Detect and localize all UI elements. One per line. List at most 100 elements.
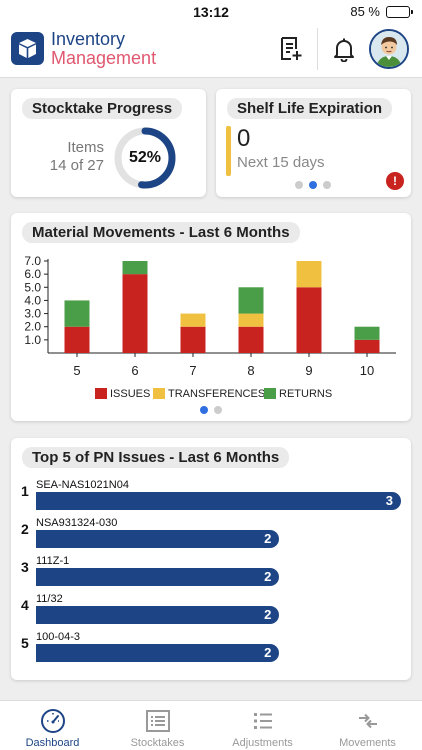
pn-issue-bar[interactable]: 2 — [36, 606, 280, 624]
bar-issues — [296, 287, 322, 353]
page-dot[interactable] — [295, 181, 303, 189]
bar-issues — [354, 339, 380, 353]
tab-movements[interactable]: Movements — [315, 701, 420, 750]
card-title: Stocktake Progress — [22, 98, 183, 119]
status-bar: 13:12 85 % — [0, 0, 422, 24]
pn-issue-bar[interactable]: 3 — [36, 492, 401, 510]
pn-rank: 1 — [21, 483, 29, 499]
pn-name: 111Z-1 — [36, 555, 70, 567]
bar-returns — [122, 261, 148, 275]
x-tick-label: 9 — [305, 363, 312, 378]
y-tick-label: 2.0 — [24, 320, 41, 334]
bar-transferences — [296, 261, 322, 288]
app-title-line1: Inventory — [51, 29, 126, 49]
app-logo — [11, 32, 44, 65]
page-indicator[interactable] — [295, 181, 331, 189]
expiring-period: Next 15 days — [237, 154, 325, 171]
tab-label: Dashboard — [25, 737, 80, 749]
movements-chart: 1.02.03.04.05.06.07.0 5 6 7 8 9 10 ISSUES TRANSF… — [24, 254, 396, 400]
alert-icon[interactable]: ! — [386, 172, 404, 190]
x-tick-label: 7 — [189, 363, 196, 378]
card-title: Shelf Life Expiration — [227, 98, 393, 119]
bar-transferences — [238, 313, 264, 327]
pn-issue-bar[interactable]: 2 — [36, 530, 280, 548]
page-indicator[interactable] — [200, 406, 222, 414]
bar-issues — [122, 274, 148, 353]
card-title: Material Movements - Last 6 Months — [22, 222, 300, 243]
page-dot[interactable] — [214, 406, 222, 414]
bar-returns — [238, 287, 264, 314]
battery-icon — [386, 5, 413, 18]
y-tick-label: 4.0 — [24, 293, 41, 307]
pn-rank: 2 — [21, 521, 29, 537]
document-add-icon — [281, 37, 302, 60]
pn-name: NSA931324-030 — [36, 517, 118, 529]
pn-issue-count: 2 — [264, 607, 272, 622]
legend-swatch — [153, 388, 165, 399]
gauge-icon — [40, 709, 65, 733]
user-avatar[interactable] — [369, 29, 409, 69]
pn-issue-bar[interactable]: 2 — [36, 644, 280, 662]
list-box-icon — [145, 710, 170, 732]
pn-issue-count: 2 — [264, 569, 272, 584]
shelf-life-card[interactable]: Shelf Life Expiration 0 Next 15 days ! — [216, 89, 411, 197]
items-summary: Items 14 of 27 — [50, 139, 104, 175]
bar-transferences — [180, 313, 206, 327]
material-movements-card: Material Movements - Last 6 Months 1.0 2.… — [11, 213, 411, 421]
items-count: 14 of 27 — [49, 157, 104, 174]
pn-rank: 3 — [21, 559, 29, 575]
legend-label: TRANSFERENCES — [168, 388, 265, 400]
pn-name: SEA-NAS1021N04 — [36, 479, 129, 491]
page-dot-active[interactable] — [309, 181, 317, 189]
status-bar-indicator — [226, 126, 231, 176]
status-time: 13:12 — [193, 4, 229, 20]
items-label: Items — [67, 139, 104, 156]
tab-label: Stocktakes — [130, 737, 185, 749]
new-document-button[interactable] — [276, 34, 306, 64]
app-header: Inventory Management — [0, 24, 422, 78]
tab-label: Movements — [339, 737, 396, 749]
tab-dashboard[interactable]: Dashboard — [0, 701, 105, 750]
tab-stocktakes[interactable]: Stocktakes — [105, 701, 210, 750]
bar-issues — [180, 326, 206, 353]
card-title: Top 5 of PN Issues - Last 6 Months — [22, 447, 290, 468]
battery-percent: 85 % — [350, 4, 380, 19]
bar-returns — [64, 300, 90, 327]
transfer-arrows-icon — [358, 713, 377, 729]
bar-issues — [64, 326, 90, 353]
y-tick-label: 5.0 — [24, 280, 41, 294]
expiring-count: 0 — [237, 125, 251, 152]
y-tick-label: 7.0 — [24, 254, 41, 268]
x-tick-label: 5 — [73, 363, 80, 378]
header-divider — [317, 28, 318, 70]
page-dot-active[interactable] — [200, 406, 208, 414]
pn-issue-bar[interactable]: 2 — [36, 568, 280, 586]
bar-returns — [354, 326, 380, 340]
progress-donut — [114, 127, 176, 189]
pn-issue-count: 2 — [264, 531, 272, 546]
pn-name: 11/32 — [36, 593, 63, 605]
pn-rank: 5 — [21, 635, 29, 651]
stocktake-progress-card[interactable]: Stocktake Progress Items 14 of 27 52% — [11, 89, 206, 197]
legend-label: ISSUES — [110, 388, 150, 400]
y-tick-label: 3.0 — [24, 307, 41, 321]
tab-adjustments[interactable]: Adjustments — [210, 701, 315, 750]
legend-swatch — [95, 388, 107, 399]
legend-swatch — [264, 388, 276, 399]
app-title-line2: Management — [51, 48, 157, 68]
bottom-tab-bar: Dashboard Stocktakes Adjustments — [0, 700, 422, 750]
x-tick-label: 10 — [360, 363, 374, 378]
legend-label: RETURNS — [279, 388, 332, 400]
pn-issue-count: 2 — [264, 645, 272, 660]
top-pn-issues-card: Top 5 of PN Issues - Last 6 Months 1 SEA-… — [11, 438, 411, 680]
bar-issues — [238, 326, 264, 353]
x-tick-label: 8 — [247, 363, 254, 378]
pn-rank: 4 — [21, 597, 29, 613]
progress-percent: 52% — [128, 149, 162, 166]
y-tick-label: 6.0 — [24, 267, 41, 281]
tab-label: Adjustments — [232, 737, 293, 749]
notifications-button[interactable] — [329, 34, 359, 64]
pn-name: 100-04-3 — [36, 631, 81, 643]
x-tick-label: 6 — [131, 363, 138, 378]
page-dot[interactable] — [323, 181, 331, 189]
